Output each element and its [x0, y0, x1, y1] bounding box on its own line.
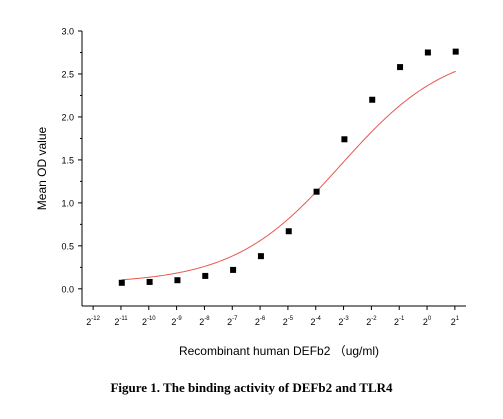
- y-tick-label: 1.5: [61, 155, 74, 165]
- y-tick-label: 2.5: [61, 69, 74, 79]
- data-point: [424, 49, 431, 56]
- y-axis-title: Mean OD value: [35, 126, 49, 210]
- x-tick-label: 2-12: [86, 316, 100, 327]
- x-axis-title: Recombinant human DEFb2 （ug/ml): [179, 344, 379, 358]
- x-tick-label: 2-9: [171, 316, 182, 327]
- data-point: [174, 277, 181, 284]
- data-point: [202, 272, 209, 279]
- y-tick-label: 3.0: [61, 27, 74, 37]
- y-tick-label: 2.0: [61, 112, 74, 122]
- x-tick-label: 2-6: [255, 316, 266, 327]
- figure-caption: Figure 1. The binding activity of DEFb2 …: [110, 380, 393, 395]
- y-tick-label: 0.5: [61, 241, 74, 251]
- x-tick-label: 20: [423, 316, 432, 327]
- data-point: [341, 136, 348, 143]
- data-point: [230, 266, 237, 273]
- fit-curve-layer: [121, 70, 456, 281]
- x-tick-label: 2-10: [142, 316, 156, 327]
- data-point: [369, 96, 376, 103]
- data-point: [397, 64, 404, 71]
- data-point: [146, 278, 153, 285]
- x-tick-label: 2-5: [283, 316, 294, 327]
- x-tick-label: 2-2: [366, 316, 377, 327]
- x-tick-label: 21: [451, 316, 460, 327]
- x-tick-label: 2-1: [394, 316, 405, 327]
- data-point: [257, 253, 264, 260]
- axes: 0.0 0.5 1.0 1.5 2.0 2.5 3.0 2-12 2-11 2-10 2-9 2-8 2…: [61, 27, 466, 327]
- x-tick-label: 2-3: [338, 316, 349, 327]
- data-point: [452, 48, 459, 55]
- data-point: [285, 228, 292, 235]
- x-tick-label: 2-8: [199, 316, 210, 327]
- y-tick-label: 0.0: [61, 284, 74, 294]
- y-tick-label: 1.0: [61, 198, 74, 208]
- x-tick-label: 2-4: [311, 316, 322, 327]
- data-point: [313, 188, 320, 195]
- x-tick-label: 2-11: [114, 316, 128, 327]
- data-point: [118, 279, 125, 286]
- x-tick-label: 2-7: [227, 316, 238, 327]
- data-points: [118, 48, 459, 286]
- fit-curve: [121, 70, 456, 281]
